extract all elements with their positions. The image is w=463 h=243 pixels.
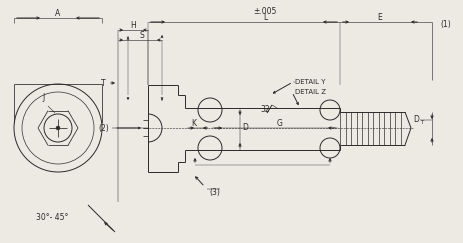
Text: D: D (413, 115, 419, 124)
Text: DETAIL Z: DETAIL Z (295, 89, 326, 95)
Text: L: L (263, 14, 267, 23)
Text: 32: 32 (260, 105, 270, 114)
Circle shape (56, 126, 60, 130)
Text: ±.005: ±.005 (253, 8, 277, 17)
Text: E: E (378, 14, 382, 23)
Text: D: D (242, 123, 248, 132)
Text: H: H (130, 21, 136, 31)
Text: T: T (100, 78, 105, 87)
Text: G: G (277, 119, 283, 128)
Text: T: T (420, 121, 424, 125)
Text: (2): (2) (99, 123, 109, 132)
Text: J: J (42, 94, 44, 103)
Text: (1): (1) (441, 19, 451, 28)
Text: S: S (140, 32, 144, 41)
Text: A: A (56, 9, 61, 18)
Text: K: K (192, 119, 196, 128)
Text: (3): (3) (210, 188, 220, 197)
Text: 30°- 45°: 30°- 45° (36, 214, 68, 223)
Text: DETAIL Y: DETAIL Y (295, 79, 325, 85)
